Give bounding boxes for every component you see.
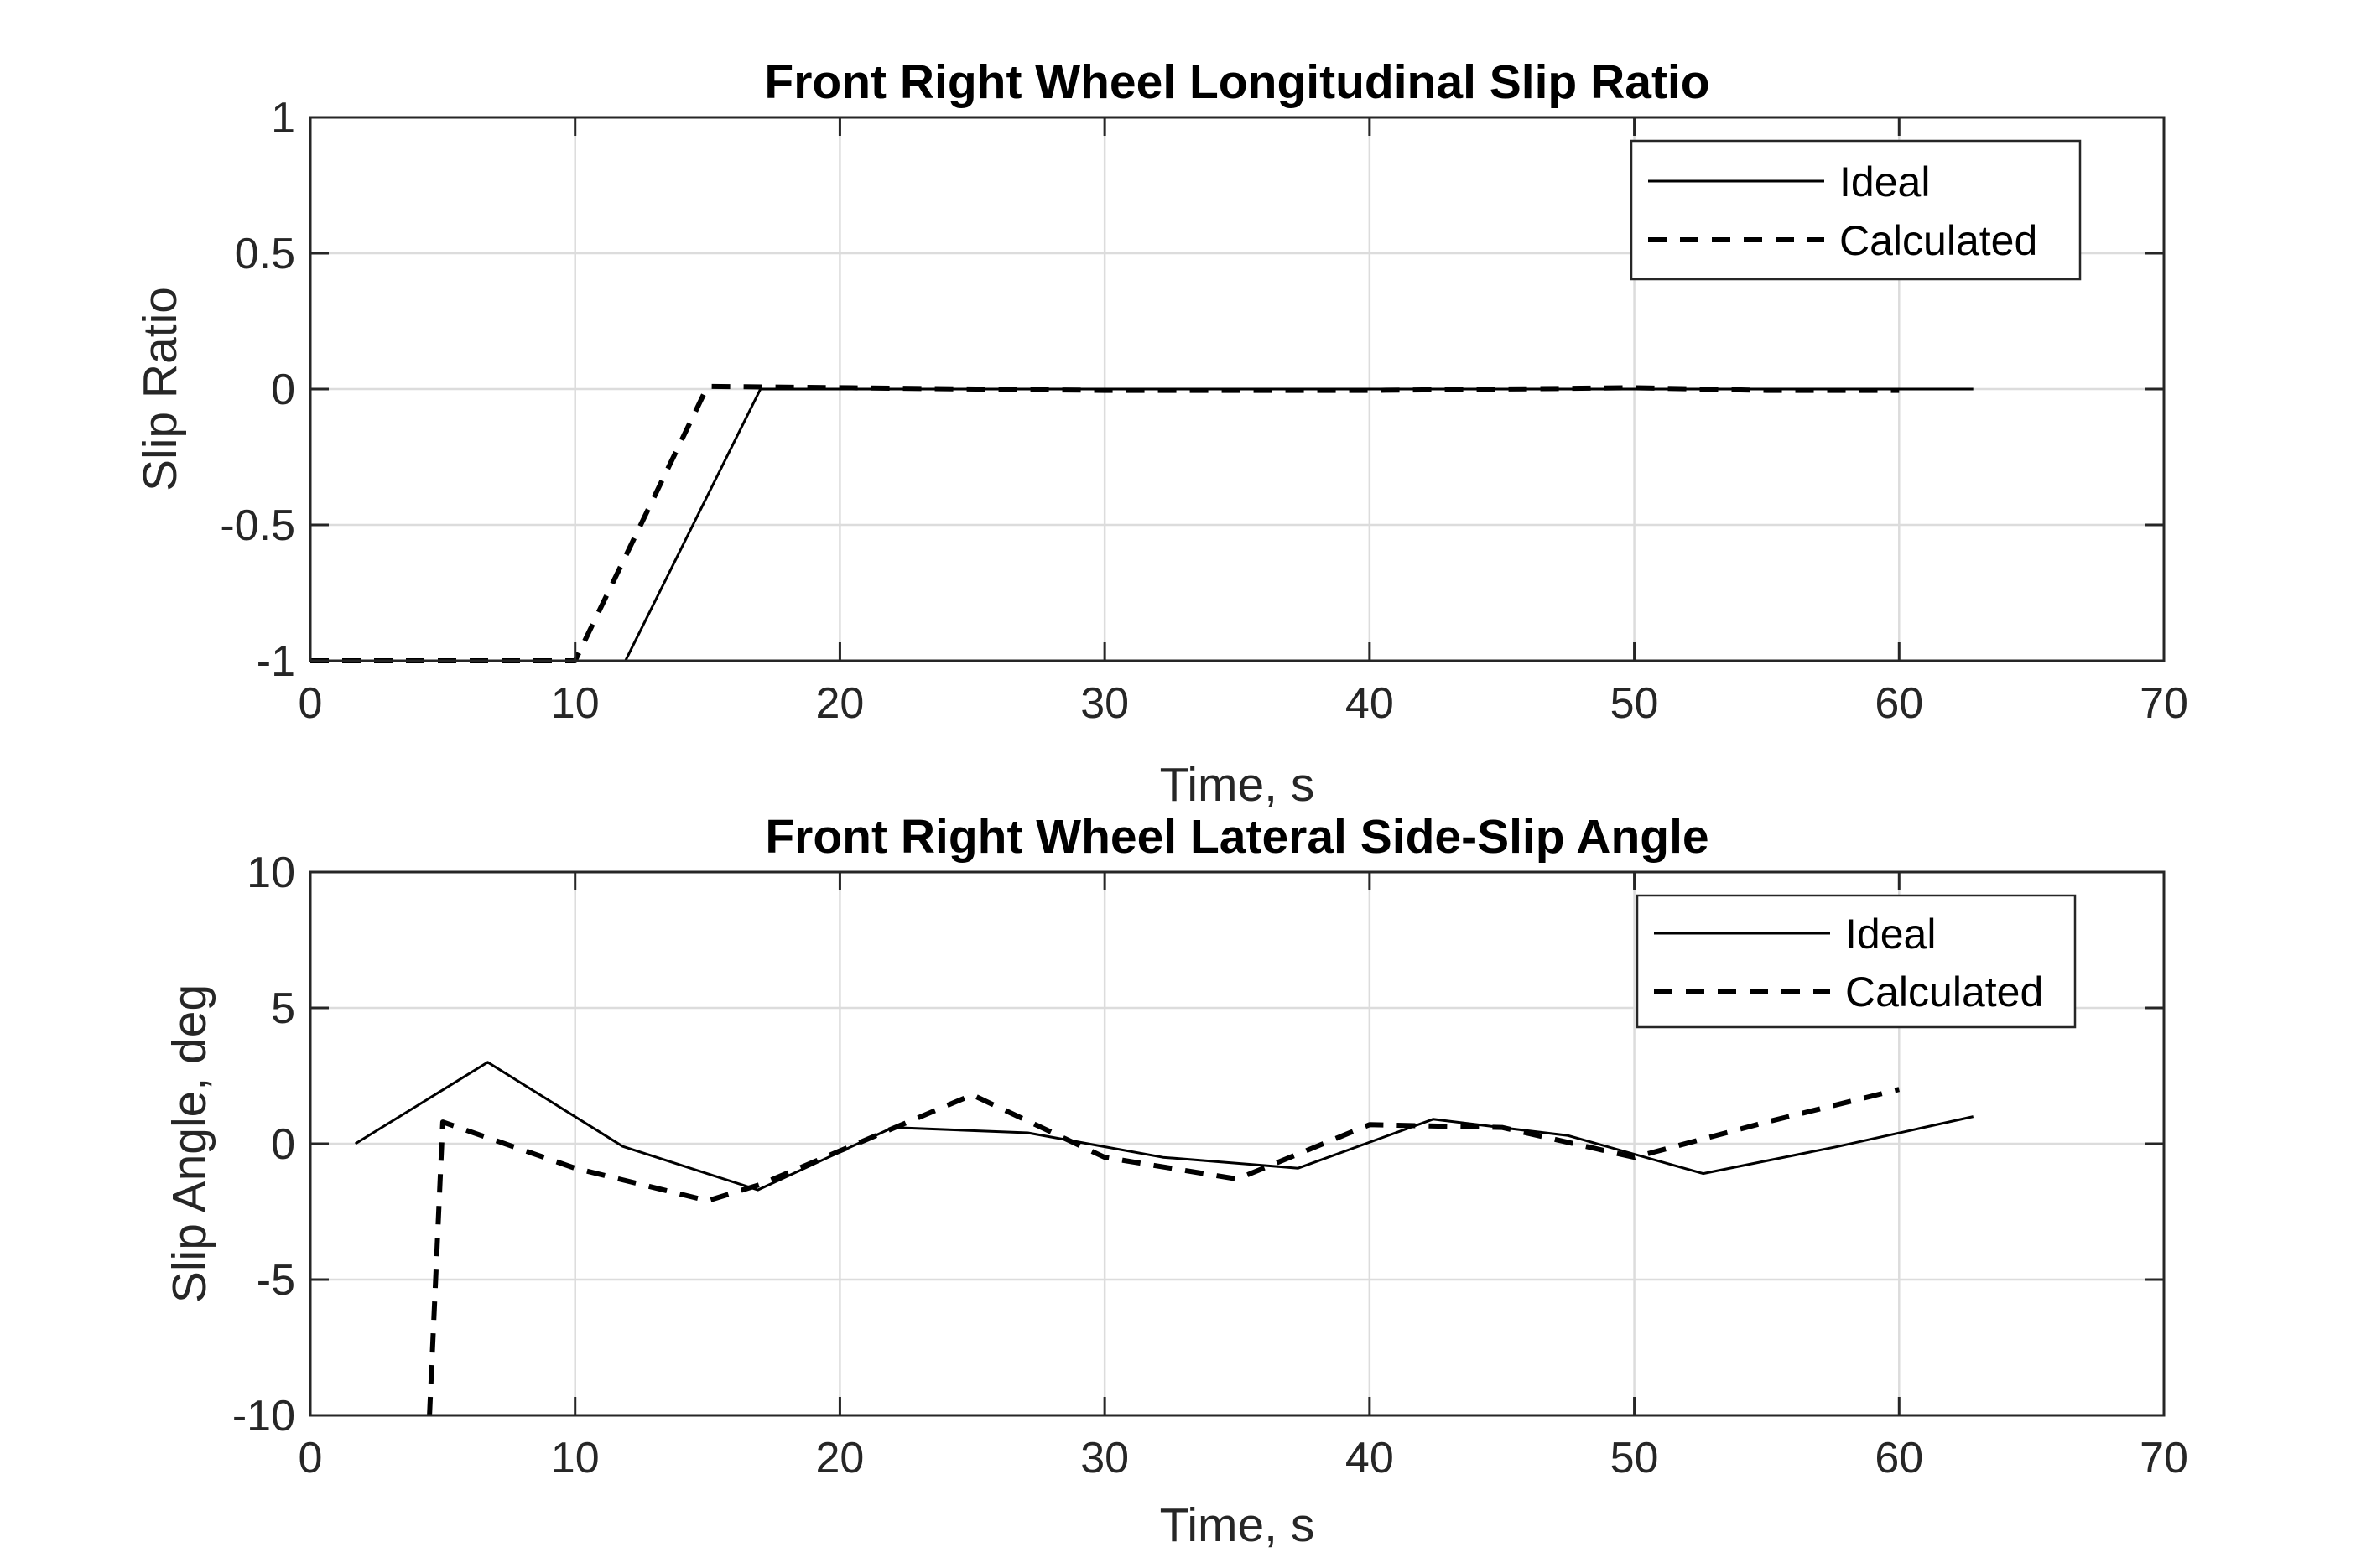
slip-ratio-legend-calculated-label: Calculated	[1839, 217, 2037, 264]
x-tick-label: 40	[1345, 1434, 1394, 1482]
x-tick-label: 30	[1080, 1434, 1129, 1482]
slip-ratio-title: Front Right Wheel Longitudinal Slip Rati…	[764, 55, 1709, 109]
slip-angle-title: Front Right Wheel Lateral Side-Slip Angl…	[765, 810, 1708, 864]
y-tick-label: -1	[257, 637, 295, 686]
x-tick-label: 0	[299, 1434, 323, 1482]
slip-angle-ylabel: Slip Angle, deg	[163, 984, 216, 1303]
x-tick-label: 20	[816, 1434, 865, 1482]
x-tick-label: 20	[816, 679, 865, 728]
y-tick-label: 1	[271, 94, 295, 143]
slip-angle-xlabel: Time, s	[1160, 1498, 1315, 1552]
slip-ratio-calculated-line	[310, 383, 1900, 663]
y-tick-label: 0	[271, 1120, 295, 1169]
x-tick-label: 10	[551, 679, 600, 728]
x-tick-label: 40	[1345, 679, 1394, 728]
x-tick-label: 50	[1610, 1434, 1659, 1482]
slip-angle-legend-calculated-label: Calculated	[1845, 968, 2043, 1015]
slip-angle-calculated-line	[427, 1087, 1901, 1416]
x-tick-label: 30	[1080, 679, 1129, 728]
y-tick-label: 0.5	[235, 230, 295, 278]
x-tick-label: 70	[2140, 679, 2188, 728]
slip-ratio-legend-box	[1630, 139, 2082, 281]
slip-ratio-ticks: 0 10 20 30 40 50 60 70 1 0.5 0 -0.5 -1	[220, 94, 2188, 728]
slip-angle-series	[354, 1061, 1974, 1416]
y-tick-label: -10	[232, 1392, 295, 1441]
slip-angle-ideal-line	[354, 1061, 1974, 1192]
x-tick-label: 60	[1875, 1434, 1923, 1482]
slip-ratio-legend: Ideal Calculated	[1630, 139, 2082, 281]
x-tick-label: 10	[551, 1434, 600, 1482]
slip-ratio-ylabel: Slip Ratio	[133, 287, 187, 491]
x-tick-label: 60	[1875, 679, 1923, 728]
y-tick-label: 10	[247, 849, 295, 897]
slip-angle-legend-box	[1636, 894, 2077, 1029]
slip-ratio-xlabel: Time, s	[1160, 758, 1315, 812]
y-tick-label: 0	[271, 366, 295, 414]
slip-ratio-plot: 0 10 20 30 40 50 60 70 1 0.5 0 -0.5 -1 Front Right W…	[133, 55, 2188, 812]
slip-ratio-legend-ideal-label: Ideal	[1839, 158, 1930, 205]
x-tick-label: 70	[2140, 1434, 2188, 1482]
y-tick-label: -0.5	[220, 501, 295, 550]
y-tick-label: -5	[257, 1256, 295, 1305]
x-tick-label: 50	[1610, 679, 1659, 728]
y-tick-label: 5	[271, 984, 295, 1033]
x-tick-label: 0	[299, 679, 323, 728]
slip-angle-legend: Ideal Calculated	[1636, 894, 2077, 1029]
slip-angle-legend-ideal-label: Ideal	[1845, 911, 1936, 958]
